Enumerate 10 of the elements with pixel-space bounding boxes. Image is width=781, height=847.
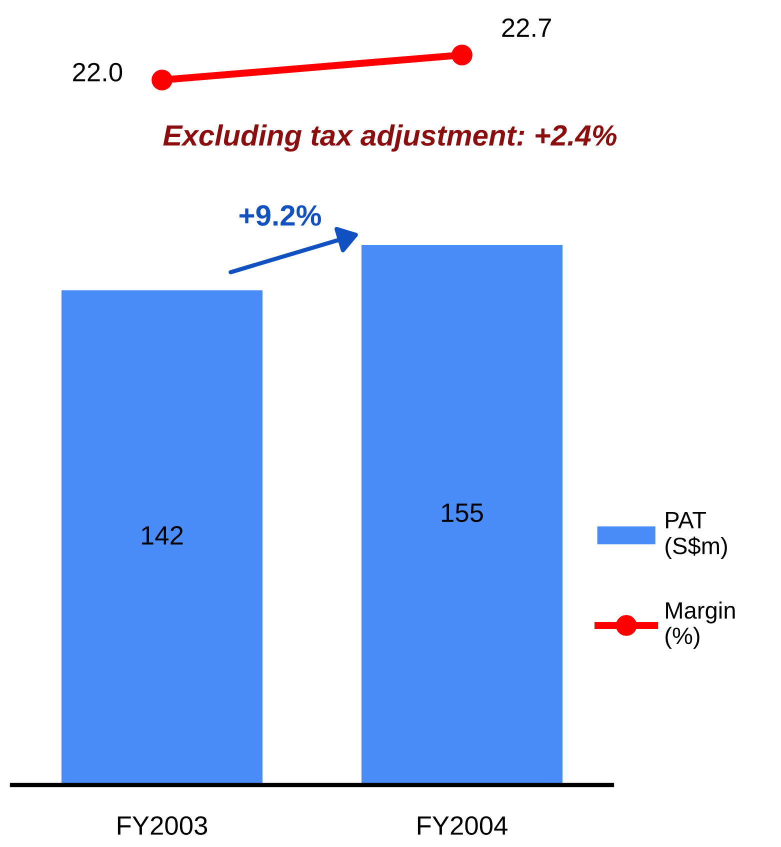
text: Excluding tax adjustment: +2.4% — [163, 124, 617, 152]
x-tick-label: FY2004 — [418, 816, 508, 835]
x-tick-label: FY2003 — [118, 816, 208, 835]
data-label: 22.0 — [73, 62, 122, 82]
data-label: 142 — [142, 526, 183, 544]
data-label: 155 — [442, 504, 483, 522]
legend-label: Margin (%) — [666, 601, 735, 649]
text: +9.2% — [239, 205, 321, 226]
data-label: 22.7 — [502, 18, 551, 37]
legend-label: PAT (S$m) — [666, 512, 727, 559]
